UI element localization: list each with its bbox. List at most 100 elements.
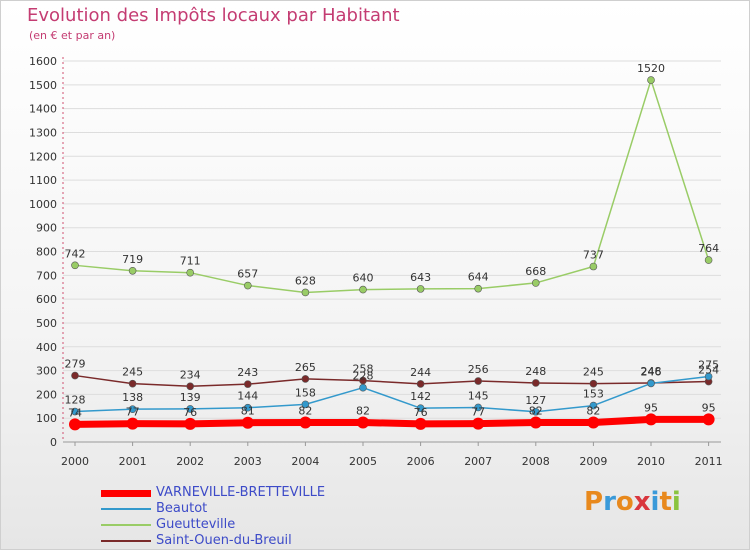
- data-point: [244, 380, 252, 388]
- data-label: 153: [583, 388, 604, 401]
- data-label: 668: [525, 265, 546, 278]
- data-label: 95: [702, 401, 716, 414]
- y-tick-label: 0: [50, 436, 57, 449]
- data-point: [128, 266, 137, 275]
- data-label: 127: [525, 394, 546, 407]
- data-point: [647, 379, 655, 388]
- logo-letter: x: [633, 487, 651, 517]
- x-tick-label: 2009: [579, 455, 607, 468]
- data-point: [472, 417, 485, 430]
- data-label: 243: [237, 366, 258, 379]
- data-point: [645, 413, 657, 426]
- data-label: 764: [698, 242, 719, 255]
- data-label: 265: [295, 361, 316, 374]
- data-point: [589, 379, 598, 388]
- chart-subtitle: (en € et par an): [29, 29, 116, 42]
- y-tick-label: 1500: [29, 79, 57, 92]
- data-point: [474, 284, 483, 293]
- data-label: 254: [698, 364, 719, 377]
- logo-letter: P: [584, 487, 604, 517]
- data-point: [244, 403, 252, 412]
- data-label: 234: [180, 368, 201, 381]
- x-tick-label: 2000: [61, 455, 89, 468]
- data-point: [416, 380, 425, 388]
- legend-label-varneville: VARNEVILLE-BRETTEVILLE: [156, 485, 326, 500]
- legend-label-gueutteville: Gueutteville: [156, 517, 236, 532]
- data-point: [416, 404, 425, 412]
- logo-letter: t: [659, 487, 672, 517]
- y-tick-label: 1200: [29, 150, 57, 163]
- data-label: 144: [237, 390, 258, 403]
- data-label: 275: [698, 359, 719, 372]
- data-label: 82: [529, 404, 543, 417]
- data-label: 737: [583, 249, 604, 262]
- data-label: 82: [586, 404, 600, 417]
- legend-swatch-saint-ouen: [101, 540, 151, 542]
- data-point: [359, 383, 367, 392]
- data-label: 719: [122, 253, 143, 266]
- data-label: 279: [65, 358, 86, 371]
- legend-item-saint-ouen: Saint-Ouen-du-Breuil: [101, 533, 361, 549]
- legend-label-beautot: Beautot: [156, 501, 208, 516]
- data-label: 248: [641, 365, 662, 378]
- data-label: 244: [410, 366, 431, 379]
- data-point: [71, 371, 79, 380]
- data-point: [589, 401, 598, 410]
- data-point: [474, 403, 483, 412]
- data-label: 158: [295, 386, 316, 399]
- data-point: [71, 407, 79, 416]
- data-label: 657: [237, 268, 258, 281]
- data-point: [414, 417, 427, 430]
- logo-letter: i: [650, 487, 660, 517]
- data-label: 139: [180, 391, 201, 404]
- data-label: 228: [353, 370, 374, 383]
- data-label: 256: [468, 363, 489, 376]
- data-point: [301, 288, 310, 297]
- legend-swatch-gueutteville: [101, 524, 151, 526]
- data-point: [301, 375, 310, 383]
- data-point: [299, 416, 312, 429]
- data-label: 138: [122, 391, 143, 404]
- data-point: [244, 281, 252, 290]
- data-label: 640: [353, 272, 374, 285]
- y-tick-label: 400: [36, 341, 57, 354]
- legend-item-varneville: VARNEVILLE-BRETTEVILLE: [101, 485, 361, 501]
- x-tick-label: 2011: [695, 455, 723, 468]
- x-tick-label: 2008: [522, 455, 550, 468]
- series-line-3: [74, 374, 710, 388]
- data-label: 258: [353, 363, 374, 376]
- x-tick-label: 2003: [234, 455, 262, 468]
- y-tick-label: 1100: [29, 174, 57, 187]
- y-tick-label: 700: [36, 269, 57, 282]
- data-point: [587, 416, 600, 429]
- data-label: 76: [414, 406, 428, 419]
- data-label: 248: [525, 365, 546, 378]
- data-point: [69, 418, 81, 431]
- legend-swatch-varneville: [101, 490, 151, 497]
- logo-letter: r: [603, 487, 616, 517]
- data-label: 711: [180, 255, 201, 268]
- legend-label-saint-ouen: Saint-Ouen-du-Breuil: [156, 533, 292, 548]
- logo-letter: o: [615, 487, 634, 517]
- y-tick-label: 1300: [29, 126, 57, 139]
- data-label: 77: [126, 406, 140, 419]
- proxiti-logo: Proxiti: [584, 487, 681, 517]
- data-point: [529, 416, 542, 429]
- data-point: [126, 417, 139, 430]
- data-point: [128, 379, 137, 388]
- data-point: [647, 76, 655, 84]
- data-label: 95: [644, 401, 658, 414]
- y-tick-label: 200: [36, 388, 57, 401]
- x-tick-label: 2010: [637, 455, 665, 468]
- data-point: [357, 416, 369, 429]
- data-point: [531, 279, 540, 287]
- data-point: [589, 262, 598, 271]
- data-point: [241, 416, 254, 429]
- data-label: 81: [241, 405, 255, 418]
- legend-item-beautot: Beautot: [101, 501, 361, 517]
- data-label: 628: [295, 274, 316, 287]
- data-label: 82: [298, 404, 312, 417]
- y-tick-label: 900: [36, 222, 57, 235]
- data-label: 77: [471, 406, 485, 419]
